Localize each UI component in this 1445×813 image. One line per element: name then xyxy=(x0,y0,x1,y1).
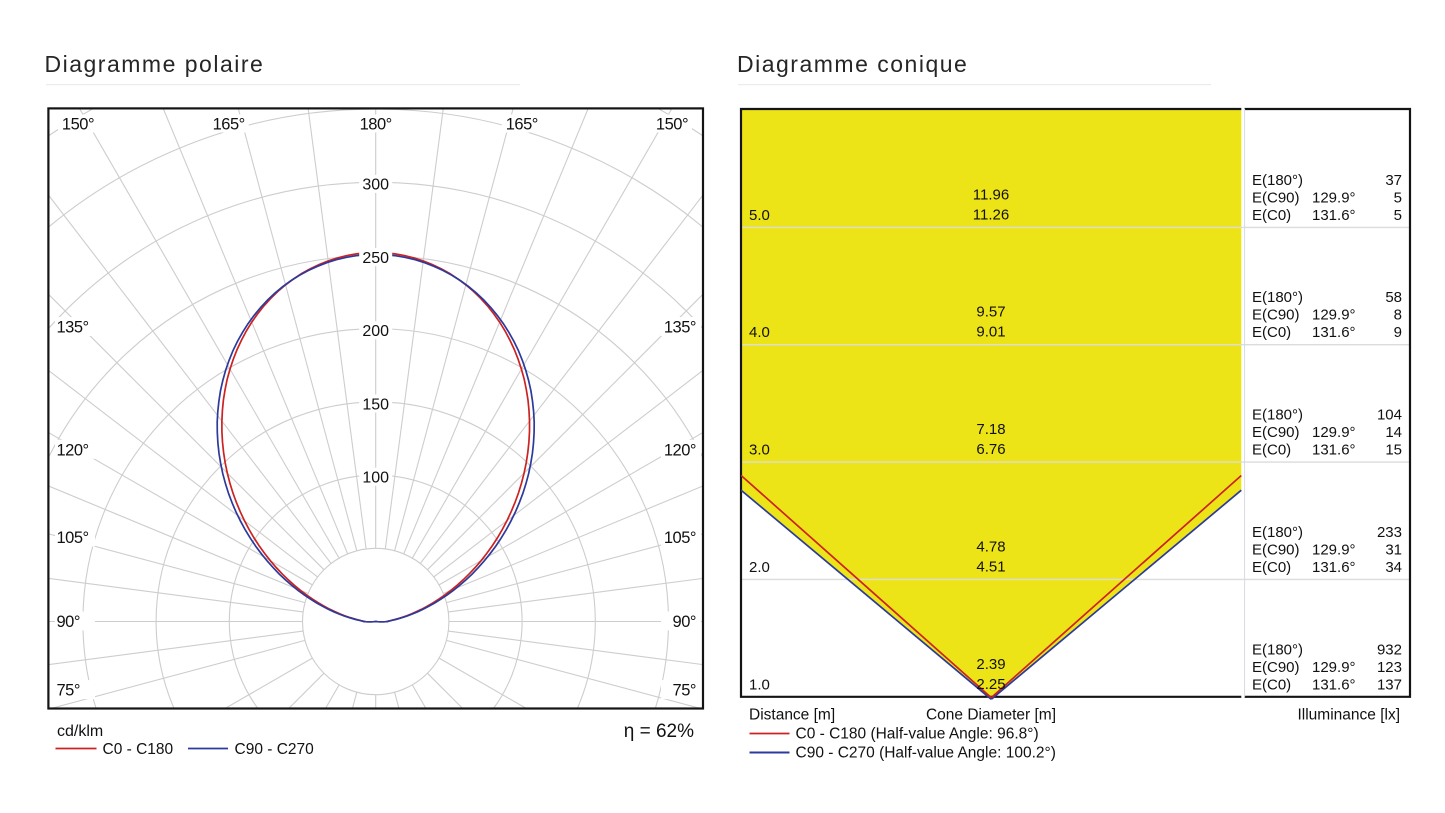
svg-text:129.9°: 129.9° xyxy=(1312,541,1356,558)
svg-text:7.18: 7.18 xyxy=(976,421,1005,438)
svg-text:105°: 105° xyxy=(57,529,89,547)
svg-text:9.57: 9.57 xyxy=(976,304,1005,321)
svg-text:E(180°): E(180°) xyxy=(1252,524,1303,541)
svg-text:9.01: 9.01 xyxy=(976,324,1005,341)
svg-text:104: 104 xyxy=(1377,407,1402,424)
svg-text:135°: 135° xyxy=(664,319,696,337)
svg-text:31: 31 xyxy=(1385,541,1402,558)
svg-text:131.6°: 131.6° xyxy=(1312,442,1356,459)
svg-text:6.76: 6.76 xyxy=(976,441,1005,458)
svg-text:E(C90): E(C90) xyxy=(1252,541,1300,558)
svg-text:C0 - C180: C0 - C180 xyxy=(103,741,174,758)
svg-text:150: 150 xyxy=(362,396,389,413)
svg-text:932: 932 xyxy=(1377,641,1402,658)
svg-text:E(C0): E(C0) xyxy=(1252,207,1291,224)
svg-text:11.96: 11.96 xyxy=(973,186,1009,203)
svg-text:E(180°): E(180°) xyxy=(1252,407,1303,424)
svg-text:131.6°: 131.6° xyxy=(1312,207,1356,224)
svg-text:Diagramme polaire: Diagramme polaire xyxy=(45,51,265,77)
svg-text:300: 300 xyxy=(362,177,389,194)
svg-text:131.6°: 131.6° xyxy=(1312,676,1356,693)
svg-text:37: 37 xyxy=(1385,172,1402,189)
svg-text:75°: 75° xyxy=(673,682,696,700)
svg-text:90°: 90° xyxy=(673,613,696,631)
svg-text:131.6°: 131.6° xyxy=(1312,559,1356,576)
svg-text:180°: 180° xyxy=(360,115,392,133)
svg-text:129.9°: 129.9° xyxy=(1312,307,1356,324)
svg-text:4.51: 4.51 xyxy=(976,558,1005,575)
svg-text:E(C90): E(C90) xyxy=(1252,189,1300,206)
svg-text:150°: 150° xyxy=(656,115,688,133)
svg-text:131.6°: 131.6° xyxy=(1312,324,1356,341)
svg-text:E(C0): E(C0) xyxy=(1252,559,1291,576)
svg-text:129.9°: 129.9° xyxy=(1312,659,1356,676)
svg-text:200: 200 xyxy=(362,323,389,340)
svg-text:123: 123 xyxy=(1377,659,1402,676)
svg-text:E(C0): E(C0) xyxy=(1252,324,1291,341)
svg-text:2.25: 2.25 xyxy=(976,676,1005,693)
svg-text:C0 - C180 (Half-value Angle: 9: C0 - C180 (Half-value Angle: 96.8°) xyxy=(796,726,1039,743)
svg-text:120°: 120° xyxy=(57,441,89,459)
svg-text:129.9°: 129.9° xyxy=(1312,424,1356,441)
svg-text:5.0: 5.0 xyxy=(749,207,770,224)
svg-text:15: 15 xyxy=(1385,442,1402,459)
svg-text:Diagramme conique: Diagramme conique xyxy=(737,51,968,77)
svg-text:100: 100 xyxy=(362,470,389,487)
svg-text:E(C0): E(C0) xyxy=(1252,676,1291,693)
svg-text:E(C90): E(C90) xyxy=(1252,659,1300,676)
svg-text:1.0: 1.0 xyxy=(749,676,770,693)
svg-text:34: 34 xyxy=(1385,559,1402,576)
svg-text:58: 58 xyxy=(1385,289,1402,306)
svg-text:250: 250 xyxy=(362,250,389,267)
svg-text:cd/klm: cd/klm xyxy=(57,723,103,740)
svg-text:135°: 135° xyxy=(57,319,89,337)
svg-text:4.0: 4.0 xyxy=(749,324,770,341)
svg-text:11.26: 11.26 xyxy=(973,206,1009,223)
svg-text:C90 - C270: C90 - C270 xyxy=(235,741,315,758)
svg-text:137: 137 xyxy=(1377,676,1402,693)
svg-text:4.78: 4.78 xyxy=(976,538,1005,555)
svg-text:E(180°): E(180°) xyxy=(1252,172,1303,189)
svg-text:8: 8 xyxy=(1394,307,1402,324)
svg-text:E(180°): E(180°) xyxy=(1252,289,1303,306)
svg-text:233: 233 xyxy=(1377,524,1402,541)
svg-text:120°: 120° xyxy=(664,441,696,459)
svg-text:E(C0): E(C0) xyxy=(1252,442,1291,459)
svg-text:75°: 75° xyxy=(57,682,80,700)
svg-text:105°: 105° xyxy=(664,529,696,547)
svg-text:5: 5 xyxy=(1394,207,1402,224)
svg-text:E(180°): E(180°) xyxy=(1252,641,1303,658)
svg-text:Illuminance [lx]: Illuminance [lx] xyxy=(1297,707,1400,724)
svg-text:Cone Diameter [m]: Cone Diameter [m] xyxy=(926,707,1056,724)
svg-text:165°: 165° xyxy=(213,115,245,133)
svg-text:Distance [m]: Distance [m] xyxy=(749,707,835,724)
svg-text:165°: 165° xyxy=(506,115,538,133)
svg-text:η = 62%: η = 62% xyxy=(624,721,694,742)
svg-text:5: 5 xyxy=(1394,189,1402,206)
svg-text:9: 9 xyxy=(1394,324,1402,341)
svg-text:129.9°: 129.9° xyxy=(1312,189,1356,206)
svg-text:3.0: 3.0 xyxy=(749,442,770,459)
svg-text:2.0: 2.0 xyxy=(749,559,770,576)
svg-text:E(C90): E(C90) xyxy=(1252,424,1300,441)
svg-text:E(C90): E(C90) xyxy=(1252,307,1300,324)
svg-text:2.39: 2.39 xyxy=(976,656,1005,673)
svg-text:90°: 90° xyxy=(57,613,80,631)
svg-text:C90 - C270 (Half-value Angle:: C90 - C270 (Half-value Angle: 100.2°) xyxy=(796,745,1056,762)
svg-text:150°: 150° xyxy=(62,115,94,133)
svg-text:14: 14 xyxy=(1385,424,1402,441)
